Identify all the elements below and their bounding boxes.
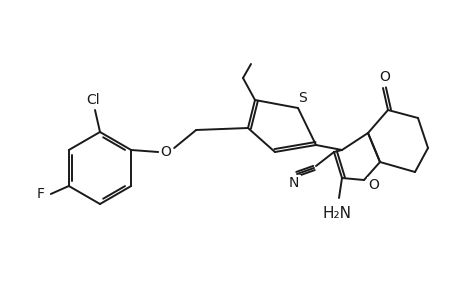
Text: O: O xyxy=(368,178,379,192)
Text: S: S xyxy=(298,91,307,105)
Text: F: F xyxy=(37,187,45,201)
Text: H₂N: H₂N xyxy=(322,206,351,220)
Text: N: N xyxy=(288,176,298,190)
Text: O: O xyxy=(160,145,171,159)
Text: O: O xyxy=(379,70,390,84)
Text: Cl: Cl xyxy=(86,93,100,107)
